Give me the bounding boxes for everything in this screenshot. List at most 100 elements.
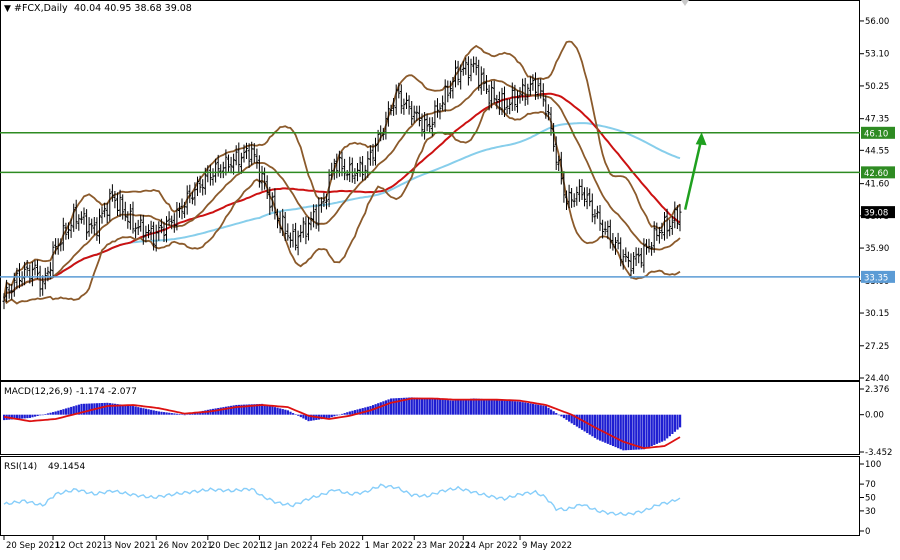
ohlc-bar [611, 233, 615, 251]
macd-bar [454, 400, 457, 415]
macd-tick-label: 0.00 [865, 411, 884, 421]
ohlc-bar [92, 217, 96, 235]
macd-bar [137, 407, 140, 415]
ohlc-bar [425, 113, 429, 132]
macd-bar [477, 398, 480, 415]
ohlc-bar [234, 145, 238, 166]
macd-bar [273, 407, 277, 415]
macd-bar [573, 414, 576, 425]
ohlc-bar [162, 221, 166, 242]
macd-bar [46, 413, 50, 415]
macd-bar [660, 414, 664, 442]
macd-bar [21, 414, 24, 419]
ohlc-bar [559, 151, 563, 185]
ohlc-bar [307, 217, 310, 241]
x-tick-label: 26 Nov 2021 [158, 541, 212, 551]
ohlc-bar [619, 237, 623, 267]
x-tick-label: 23 Mar 2022 [416, 541, 470, 551]
macd-bar [519, 401, 522, 415]
macd-bar [150, 409, 153, 415]
x-tick-label: 14 Apr 2022 [465, 541, 518, 551]
macd-bar [428, 398, 431, 415]
ohlc-bar [526, 83, 530, 105]
macd-bar [147, 409, 150, 415]
macd-bar [188, 413, 191, 415]
ohlc-bar [54, 238, 58, 255]
ohlc-bar [281, 208, 285, 236]
level-tag-bg [861, 166, 895, 179]
ohlc-bar [41, 275, 45, 296]
macd-bar [36, 414, 39, 416]
ohlc-bar [397, 82, 401, 99]
macd-bar [374, 404, 377, 415]
ohlc-bar [242, 144, 246, 163]
macd-bar [493, 399, 496, 415]
macd-bar [152, 410, 155, 415]
ohlc-bar [402, 98, 406, 115]
macd-bar [580, 414, 584, 430]
ohlc-bar [2, 293, 6, 310]
macd-bar [279, 408, 282, 415]
ohlc-bar [485, 75, 488, 94]
macd-bar [52, 412, 55, 415]
macd-bar [593, 414, 597, 438]
ohlc-bar [157, 221, 161, 241]
price-tick-label: 24.40 [865, 374, 889, 384]
ohlc-bar [33, 260, 37, 276]
price-tick-label: 56.00 [865, 17, 889, 27]
macd-bar [281, 409, 284, 415]
chart-shift-icon[interactable] [681, 0, 689, 6]
macd-bar [121, 404, 124, 415]
x-tick-label: 9 May 2022 [522, 541, 572, 551]
macd-bar [648, 414, 651, 448]
macd-name: MACD(12,26,9) [4, 387, 72, 397]
macd-bar [77, 404, 81, 415]
macd-bar [537, 404, 540, 415]
ohlc-bar [245, 142, 248, 159]
rsi-header: RSI(14) 49.1454 [4, 462, 85, 472]
macd-bar [44, 414, 47, 415]
ohlc-bar [61, 217, 65, 251]
ohlc-bar [110, 184, 114, 202]
macd-bar [402, 397, 406, 415]
ohlc-bar [43, 267, 47, 290]
macd-bar [165, 412, 168, 415]
ohlc-bar [466, 56, 470, 86]
macd-bar [72, 406, 75, 415]
macd-bar [506, 400, 509, 415]
level-tag: 42.60 [864, 169, 888, 179]
macd-bar [294, 414, 297, 415]
macd-bar [346, 412, 349, 415]
ohlc-bar [294, 222, 298, 251]
macd-bar [286, 410, 290, 415]
macd-bar [237, 404, 240, 415]
ohlc-bar [353, 168, 357, 184]
ohlc-bar [5, 279, 9, 303]
current-price-tag: 39.08 [864, 209, 888, 219]
macd-bar [611, 414, 615, 447]
ohlc-bar [595, 205, 599, 219]
macd-bar [408, 397, 411, 415]
macd-bar [624, 414, 628, 451]
macd-bar [410, 397, 413, 415]
price-tick-label: 44.55 [865, 146, 889, 156]
macd-bar [31, 414, 34, 418]
macd-bar [144, 408, 148, 415]
macd-bar [328, 414, 331, 418]
macd-bar [186, 414, 189, 415]
macd-bar [271, 406, 274, 415]
chart-dropdown-icon[interactable]: ▼ [4, 4, 11, 14]
macd-bar [500, 400, 504, 415]
macd-bar [673, 414, 677, 432]
macd-bar [266, 405, 269, 415]
ohlc-bar [487, 84, 491, 111]
macd-bar [671, 414, 674, 435]
ohlc-bar [214, 158, 218, 183]
ohlc-bar [283, 212, 287, 241]
ohlc-bar [639, 248, 643, 268]
macd-bar [250, 404, 253, 415]
macd-bar [379, 402, 382, 415]
ohlc-bar [56, 238, 60, 255]
